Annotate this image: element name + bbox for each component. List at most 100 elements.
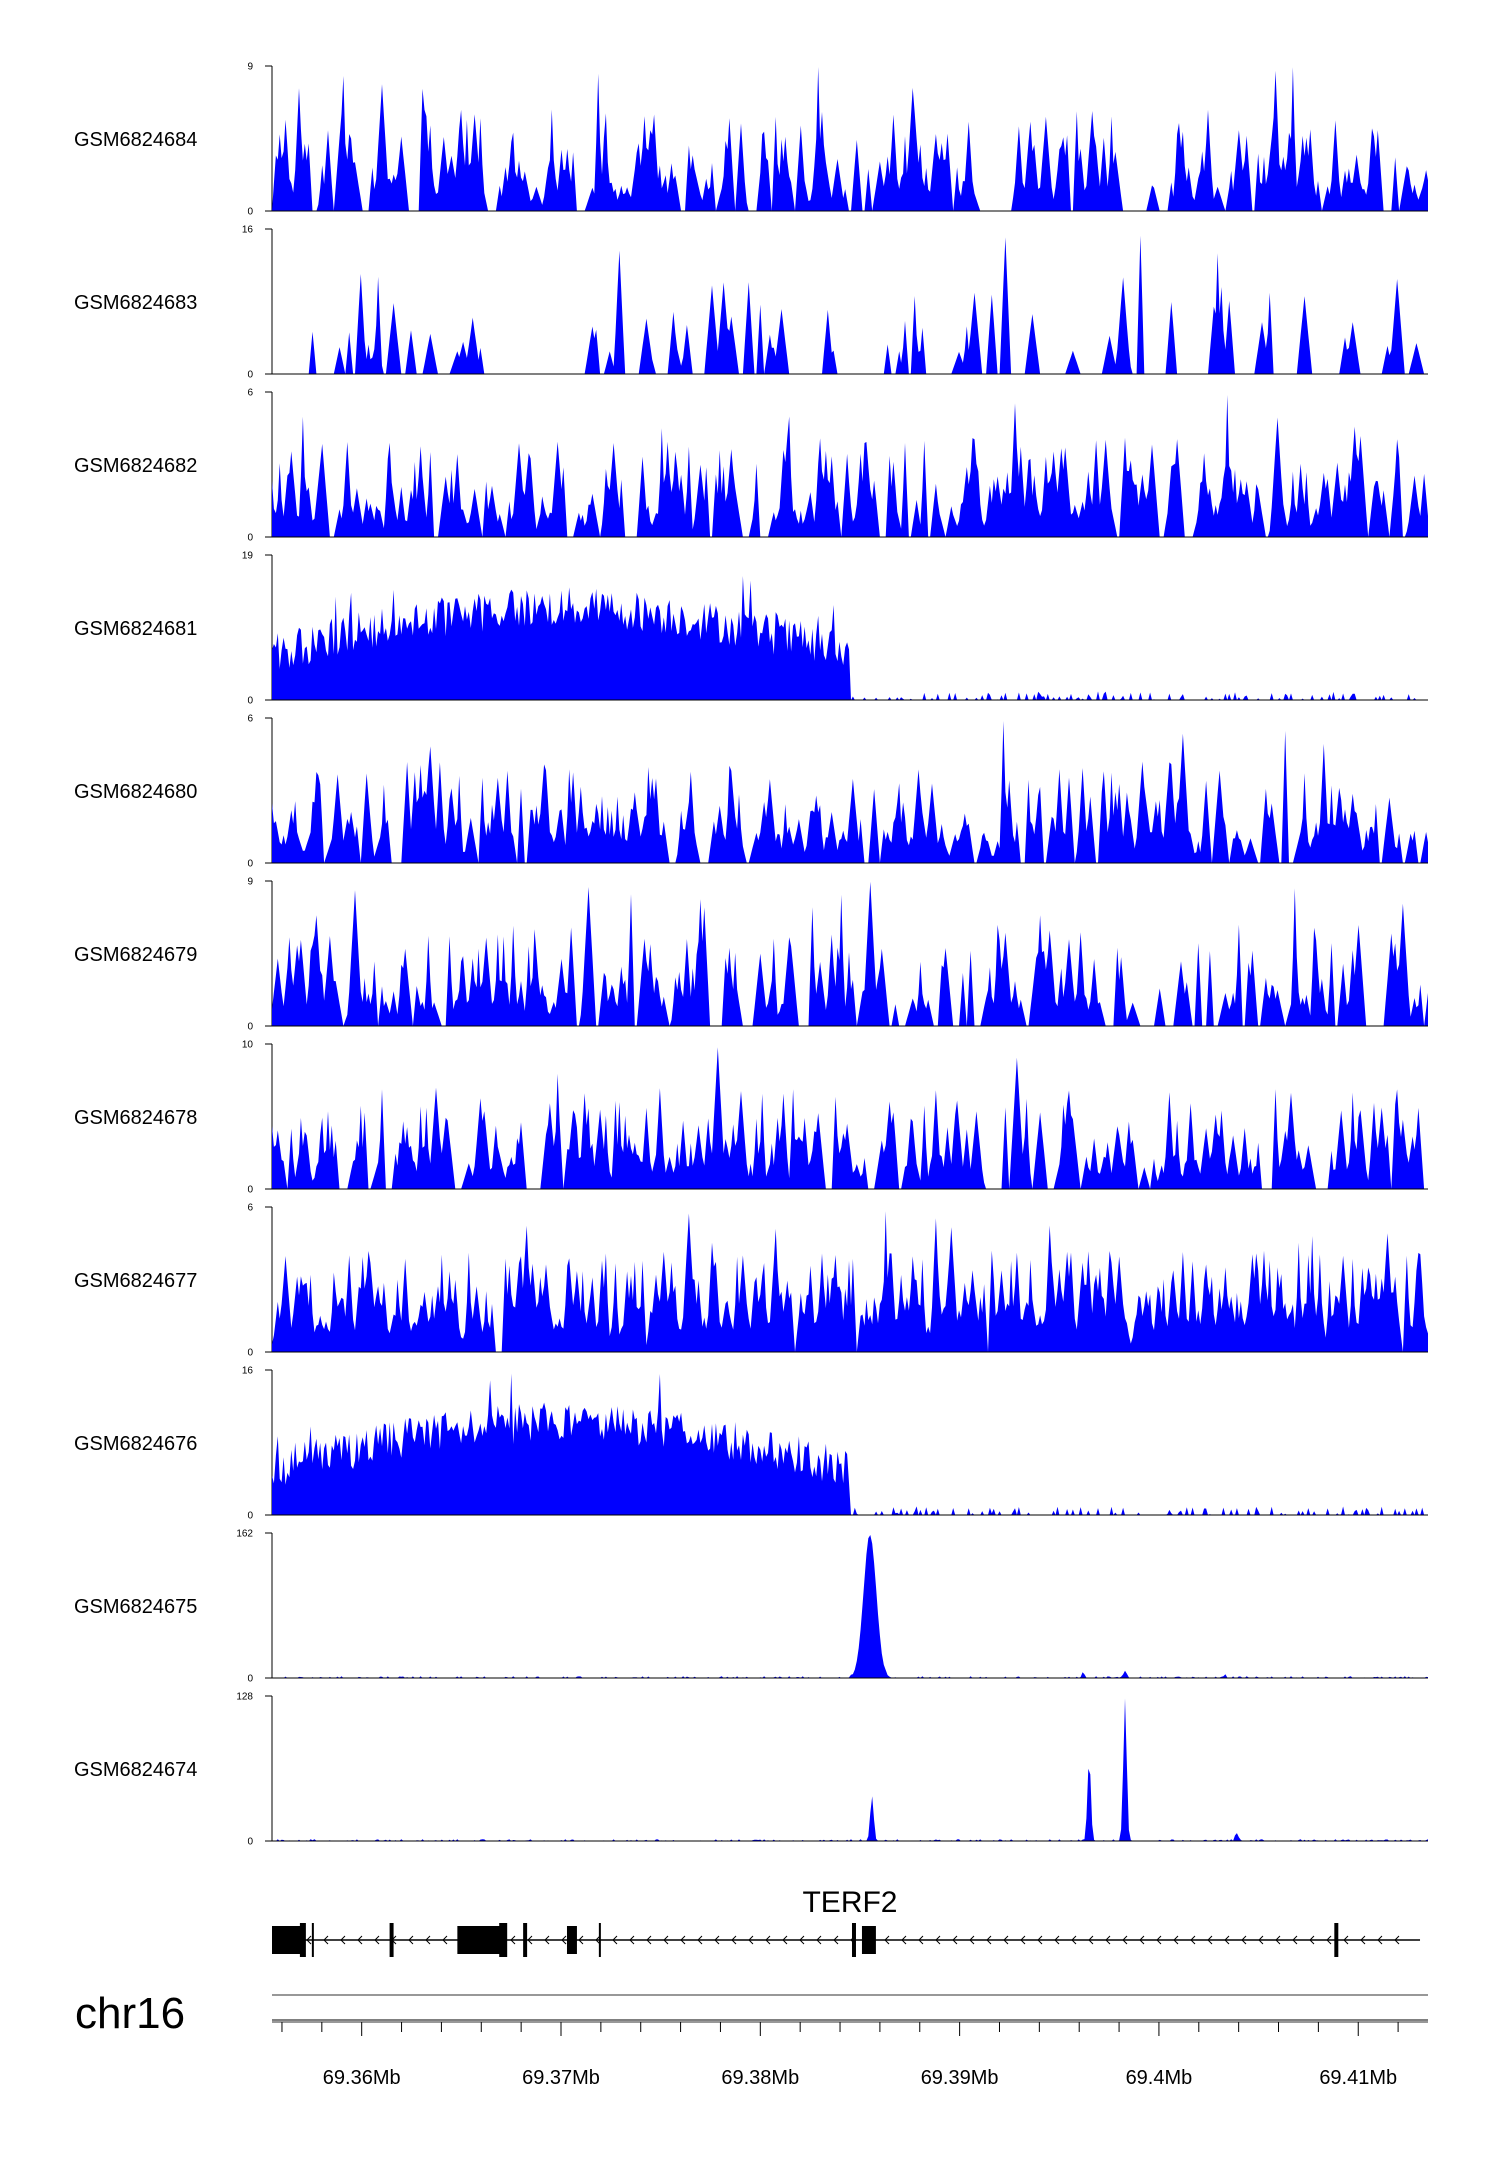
gene-exon (499, 1923, 508, 1957)
strand-arrow (544, 1935, 550, 1945)
strand-arrow (765, 1935, 771, 1945)
strand-arrow (1326, 1935, 1332, 1945)
strand-arrow (1020, 1935, 1026, 1945)
y-tick-label: 0 (247, 1022, 253, 1033)
strand-arrow (1377, 1935, 1383, 1945)
track-GSM6824680: GSM6824680 6 0 (74, 714, 1428, 870)
strand-arrow (901, 1935, 907, 1945)
strand-arrow (425, 1935, 431, 1945)
coverage-area-GSM6824676 (272, 1373, 1428, 1515)
gene-exon (598, 1923, 601, 1957)
x-tick-label: 69.37Mb (522, 2067, 600, 2089)
coverage-area-GSM6824675 (272, 1535, 1428, 1678)
track-label: GSM6824674 (74, 1759, 197, 1781)
gene-exon (311, 1923, 314, 1957)
gene-exon (851, 1923, 856, 1957)
x-tick-label: 69.41Mb (1319, 2067, 1397, 2089)
strand-arrow (1394, 1935, 1400, 1945)
y-tick-label: 0 (247, 859, 253, 870)
strand-arrow (1309, 1935, 1315, 1945)
strand-arrow (1190, 1935, 1196, 1945)
y-tick-label: 16 (242, 1366, 254, 1377)
strand-arrow (1224, 1935, 1230, 1945)
strand-arrow (663, 1935, 669, 1945)
x-tick-label: 69.36Mb (323, 2067, 401, 2089)
y-tick-label: 6 (247, 1203, 253, 1214)
track-GSM6824676: GSM6824676 16 0 (74, 1366, 1428, 1522)
strand-arrow (1258, 1935, 1264, 1945)
strand-arrow (935, 1935, 941, 1945)
track-GSM6824681: GSM6824681 19 0 (74, 551, 1428, 707)
strand-arrow (986, 1935, 992, 1945)
y-tick-label: 0 (247, 1837, 253, 1848)
strand-arrow (1037, 1935, 1043, 1945)
y-tick-label: 6 (247, 714, 253, 725)
strand-arrow (357, 1935, 363, 1945)
y-tick-label: 19 (242, 551, 254, 562)
strand-arrow (306, 1935, 312, 1945)
strand-arrow (1292, 1935, 1298, 1945)
track-label: GSM6824679 (74, 944, 197, 966)
y-tick-label: 16 (242, 225, 254, 236)
strand-arrow (714, 1935, 720, 1945)
strand-arrow (646, 1935, 652, 1945)
strand-arrow (527, 1935, 533, 1945)
track-label: GSM6824678 (74, 1107, 197, 1129)
gene-label: TERF2 (802, 1886, 897, 1919)
strand-arrow (1156, 1935, 1162, 1945)
y-tick-label: 128 (236, 1692, 253, 1703)
coverage-area-GSM6824674 (272, 1698, 1428, 1841)
strand-arrow (969, 1935, 975, 1945)
chromosome-label: chr16 (75, 1989, 185, 2038)
strand-arrow (1173, 1935, 1179, 1945)
track-GSM6824675: GSM6824675 162 0 (74, 1529, 1428, 1685)
y-tick-label: 0 (247, 1511, 253, 1522)
strand-arrow (408, 1935, 414, 1945)
strand-arrow (1054, 1935, 1060, 1945)
track-label: GSM6824682 (74, 455, 197, 477)
track-label: GSM6824680 (74, 781, 197, 803)
gene-exon (457, 1926, 502, 1954)
gene-exon (272, 1926, 302, 1954)
strand-arrow (748, 1935, 754, 1945)
y-tick-label: 9 (247, 62, 253, 73)
strand-arrow (1360, 1935, 1366, 1945)
track-label: GSM6824681 (74, 618, 197, 640)
y-tick-label: 0 (247, 533, 253, 544)
track-GSM6824674: GSM6824674 128 0 (74, 1692, 1428, 1848)
track-GSM6824683: GSM6824683 16 0 (74, 225, 1428, 381)
coverage-area-GSM6824677 (272, 1211, 1428, 1352)
x-tick-label: 69.4Mb (1126, 2067, 1193, 2089)
track-GSM6824679: GSM6824679 9 0 (74, 877, 1428, 1033)
strand-arrow (731, 1935, 737, 1945)
y-tick-label: 0 (247, 370, 253, 381)
coverage-area-GSM6824679 (272, 881, 1428, 1026)
strand-arrow (1088, 1935, 1094, 1945)
coverage-area-GSM6824678 (272, 1047, 1428, 1189)
gene-exon (523, 1923, 528, 1957)
strand-arrow (629, 1935, 635, 1945)
y-tick-label: 162 (236, 1529, 253, 1540)
gene-exon (299, 1923, 306, 1957)
gene-exon (861, 1926, 876, 1954)
track-GSM6824682: GSM6824682 6 0 (74, 388, 1428, 544)
track-GSM6824684: GSM6824684 9 0 (74, 62, 1428, 218)
coverage-area-GSM6824680 (272, 721, 1428, 863)
strand-arrow (442, 1935, 448, 1945)
coverage-tracks: GSM682468490GSM6824683160GSM682468260GSM… (74, 62, 1428, 1848)
strand-arrow (1139, 1935, 1145, 1945)
x-tick-label: 69.38Mb (721, 2067, 799, 2089)
strand-arrow (918, 1935, 924, 1945)
strand-arrow (1241, 1935, 1247, 1945)
genome-axis: chr16 69.36Mb 69.37Mb 69.38Mb 69.39Mb 69.4Mb… (75, 1989, 1428, 2089)
y-tick-label: 6 (247, 388, 253, 399)
coverage-area-GSM6824681 (272, 576, 1428, 700)
coverage-area-GSM6824682 (272, 395, 1428, 537)
track-label: GSM6824675 (74, 1596, 197, 1618)
strand-arrow (1343, 1935, 1349, 1945)
strand-arrow (323, 1935, 329, 1945)
y-tick-label: 9 (247, 877, 253, 888)
strand-arrow (510, 1935, 516, 1945)
y-tick-label: 0 (247, 207, 253, 218)
